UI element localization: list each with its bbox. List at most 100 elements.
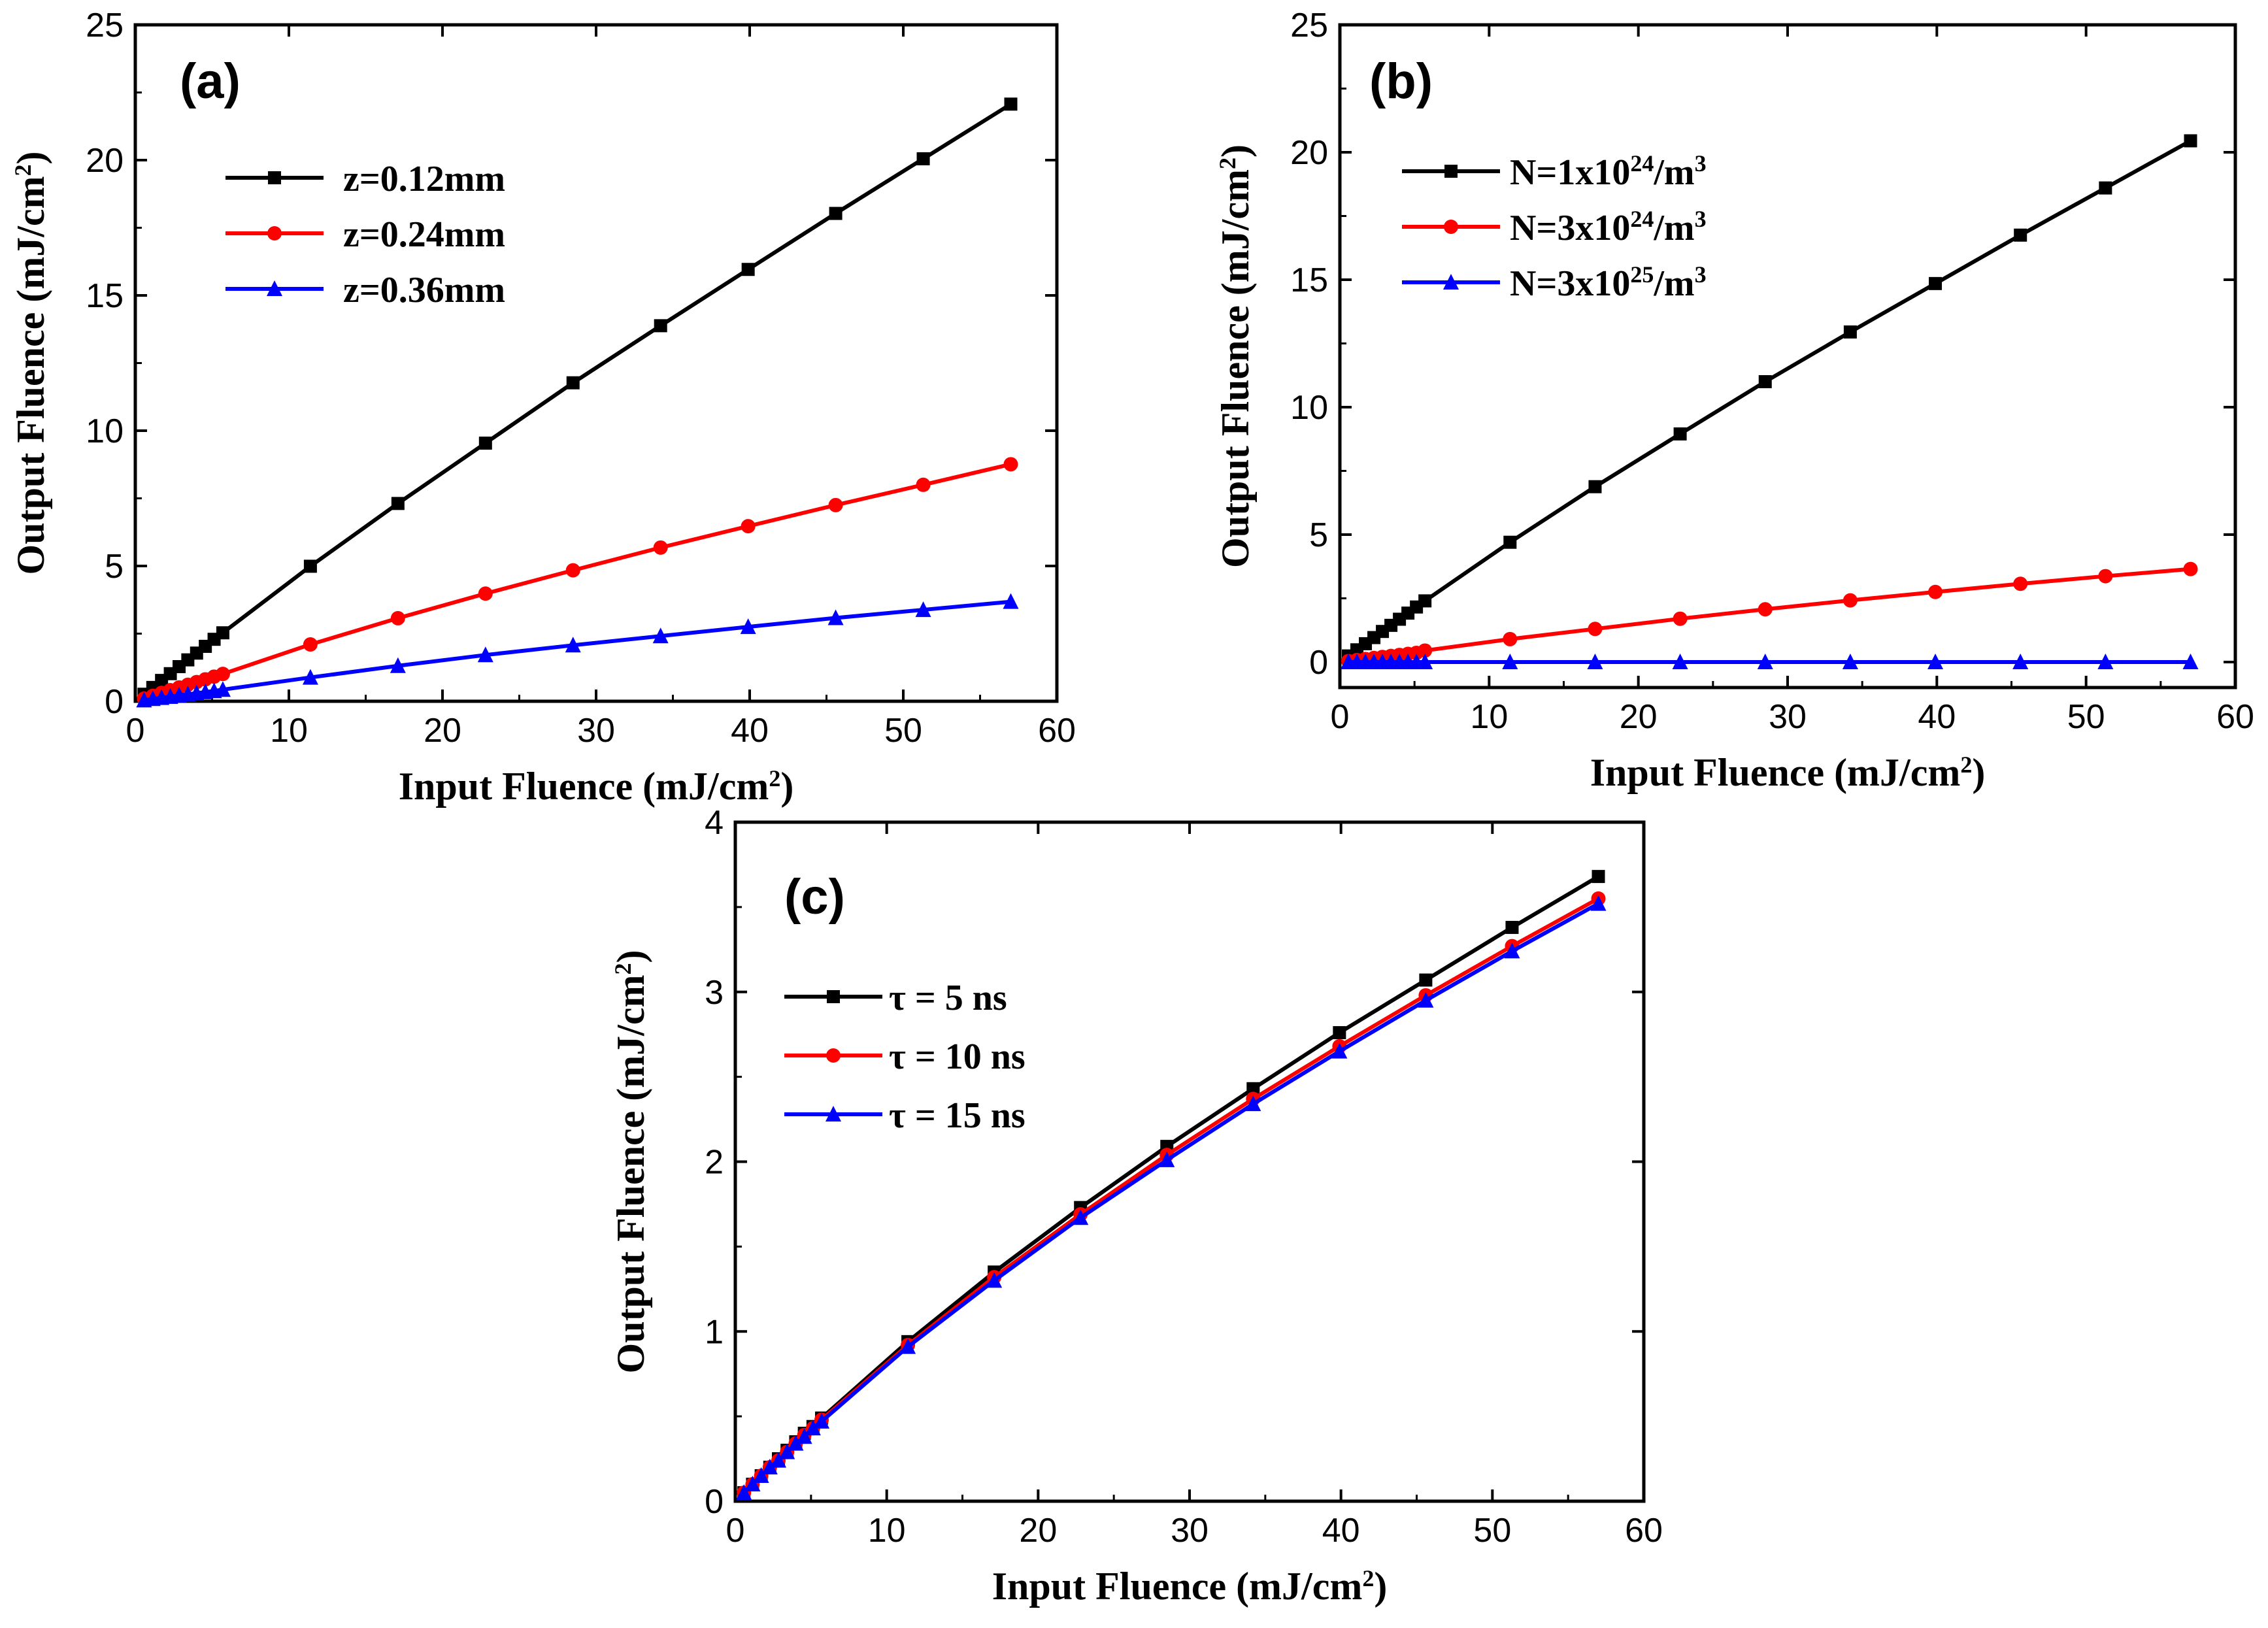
data-point bbox=[1843, 325, 1857, 339]
data-point bbox=[1758, 375, 1772, 388]
data-point bbox=[796, 1428, 812, 1444]
y-axis-label: Output Fluence (mJ/cm2) bbox=[1214, 144, 1257, 568]
data-point bbox=[761, 1459, 778, 1475]
y-axis-label: Output Fluence (mJ/cm2) bbox=[9, 152, 52, 575]
chart-panel-c: 0 10 20 30 40 50 60 0 1 2 3 4 Input Fluence (mJ/cm2)… bbox=[609, 804, 1663, 1608]
series-3 bbox=[736, 895, 1607, 1501]
panel-label: (b) bbox=[1369, 54, 1433, 109]
x-tick-label: 0 bbox=[1331, 698, 1350, 736]
legend-label: z=0.12mm bbox=[343, 159, 505, 199]
y-tick-label: 5 bbox=[1309, 516, 1328, 554]
y-tick-label: 10 bbox=[1290, 389, 1328, 427]
x-tick-label: 20 bbox=[1620, 698, 1658, 736]
data-point bbox=[2013, 576, 2028, 591]
legend-entry-2: z=0.24mm bbox=[225, 214, 505, 255]
series-3 bbox=[136, 593, 1019, 708]
series-line bbox=[143, 462, 1012, 701]
data-point bbox=[915, 601, 931, 618]
data-point bbox=[1929, 276, 1943, 290]
legend-label: z=0.24mm bbox=[343, 214, 505, 255]
data-point bbox=[753, 1467, 769, 1484]
y-tick-label: 25 bbox=[86, 7, 124, 44]
data-point bbox=[1503, 535, 1517, 549]
series-line bbox=[142, 102, 1012, 696]
x-tick-label: 50 bbox=[884, 712, 922, 750]
data-point bbox=[1073, 1209, 1089, 1225]
data-point bbox=[653, 540, 668, 555]
data-point bbox=[215, 667, 230, 682]
data-point bbox=[303, 637, 318, 652]
data-point bbox=[1419, 973, 1433, 987]
legend-marker bbox=[1444, 165, 1458, 178]
data-point bbox=[654, 319, 667, 333]
y-tick-label: 0 bbox=[105, 683, 124, 721]
data-point bbox=[2012, 654, 2029, 669]
legend-entry-1: τ = 5 ns bbox=[784, 978, 1007, 1018]
data-point bbox=[1587, 654, 1603, 669]
data-point bbox=[1672, 654, 1688, 669]
x-tick-label: 60 bbox=[2216, 698, 2254, 736]
data-point bbox=[2098, 569, 2113, 584]
data-point bbox=[916, 152, 930, 165]
legend-entry-3: N=3x1025/m3 bbox=[1402, 261, 1707, 304]
data-point bbox=[814, 1412, 830, 1429]
data-point bbox=[390, 610, 405, 625]
data-point bbox=[216, 626, 229, 640]
data-point bbox=[1246, 1082, 1260, 1095]
chart-panel-b: 0 10 20 30 40 50 60 0 5 10 15 20 25 Input Fluence (mJ… bbox=[1214, 7, 2254, 794]
data-point bbox=[1590, 895, 1607, 911]
y-tick-label: 5 bbox=[105, 548, 124, 586]
x-tick-label: 10 bbox=[868, 1512, 906, 1550]
legend-label: N=1x1024/m3 bbox=[1510, 150, 1707, 193]
data-point bbox=[2014, 228, 2027, 242]
legend-marker bbox=[1443, 274, 1459, 290]
data-point bbox=[916, 477, 931, 492]
data-point bbox=[214, 681, 231, 697]
data-point bbox=[566, 376, 580, 390]
data-point bbox=[1592, 870, 1605, 884]
legend-marker bbox=[267, 280, 282, 296]
data-point bbox=[1004, 97, 1018, 111]
data-point bbox=[2099, 181, 2112, 195]
data-point bbox=[652, 627, 669, 644]
x-tick-label: 60 bbox=[1625, 1512, 1663, 1550]
data-point bbox=[1003, 593, 1019, 609]
x-tick-label: 10 bbox=[1470, 698, 1508, 736]
y-tick-label: 2 bbox=[705, 1144, 724, 1182]
data-point bbox=[788, 1435, 804, 1451]
x-tick-label: 30 bbox=[1171, 1512, 1209, 1550]
data-point bbox=[1588, 622, 1603, 637]
data-point bbox=[565, 637, 581, 653]
data-point bbox=[1333, 1026, 1346, 1040]
y-tick-label: 15 bbox=[86, 277, 124, 315]
legend-entry-2: τ = 10 ns bbox=[784, 1037, 1026, 1077]
legend-entry-2: N=3x1024/m3 bbox=[1402, 206, 1707, 248]
legend-entry-3: z=0.36mm bbox=[225, 270, 505, 310]
data-point bbox=[1673, 427, 1687, 440]
x-tick-label: 40 bbox=[731, 712, 769, 750]
data-point bbox=[900, 1338, 916, 1354]
legend-label: τ = 5 ns bbox=[889, 978, 1007, 1018]
data-point bbox=[744, 1476, 761, 1492]
data-point bbox=[1927, 654, 1944, 669]
y-axis-label: Output Fluence (mJ/cm2) bbox=[609, 950, 652, 1374]
y-tick-label: 0 bbox=[1309, 644, 1328, 682]
x-axis-label: Input Fluence (mJ/cm2) bbox=[992, 1565, 1388, 1608]
y-tick-label: 10 bbox=[86, 412, 124, 450]
data-point bbox=[478, 437, 492, 450]
x-axis-label: Input Fluence (mJ/cm2) bbox=[1590, 751, 1986, 794]
series-line bbox=[742, 902, 1599, 1495]
data-point bbox=[390, 657, 406, 673]
series-3 bbox=[1341, 654, 2199, 669]
legend-label: N=3x1025/m3 bbox=[1510, 261, 1707, 304]
data-point bbox=[1502, 654, 1518, 669]
data-point bbox=[828, 497, 843, 512]
legend-label: τ = 10 ns bbox=[889, 1037, 1026, 1077]
legend-marker bbox=[825, 1106, 841, 1121]
x-tick-label: 20 bbox=[1019, 1512, 1057, 1550]
legend-entry-1: N=1x1024/m3 bbox=[1402, 150, 1707, 193]
data-point bbox=[1331, 1042, 1348, 1059]
series-1 bbox=[737, 870, 1605, 1500]
data-point bbox=[2183, 561, 2198, 576]
